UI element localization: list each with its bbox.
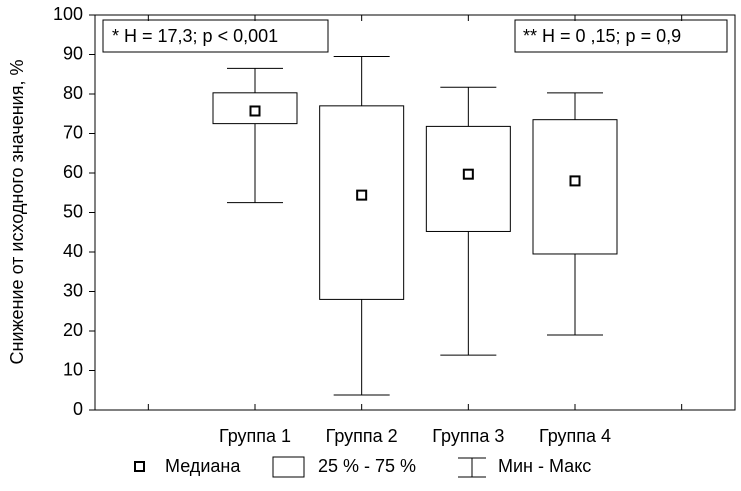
median-marker bbox=[569, 175, 581, 187]
x-tick-label: Группа 3 bbox=[432, 426, 504, 446]
plot-frame bbox=[94, 14, 736, 411]
y-tick-label: 100 bbox=[53, 4, 83, 24]
x-tick-label: Группа 2 bbox=[326, 426, 398, 446]
box bbox=[532, 119, 618, 255]
legend-whisker-icon bbox=[458, 457, 486, 478]
legend-label: 25 % - 75 % bbox=[318, 456, 416, 476]
y-tick-label: 10 bbox=[63, 359, 83, 379]
y-tick-label: 80 bbox=[63, 83, 83, 103]
y-tick-label: 0 bbox=[73, 399, 83, 419]
box bbox=[319, 105, 405, 300]
y-tick-label: 30 bbox=[63, 280, 83, 300]
y-tick-label: 50 bbox=[63, 201, 83, 221]
y-tick-label: 40 bbox=[63, 241, 83, 261]
annotation-box bbox=[102, 19, 329, 53]
x-tick-label: Группа 4 bbox=[539, 426, 611, 446]
x-tick-label: Группа 1 bbox=[219, 426, 291, 446]
y-tick-label: 20 bbox=[63, 320, 83, 340]
y-tick-label: 60 bbox=[63, 162, 83, 182]
annotation-box bbox=[514, 19, 728, 53]
median-marker bbox=[462, 168, 474, 180]
median-marker bbox=[249, 105, 261, 117]
median-marker bbox=[356, 189, 368, 201]
y-tick-label: 90 bbox=[63, 43, 83, 63]
legend-label: Мин - Макс bbox=[498, 456, 591, 476]
legend-box-icon bbox=[272, 456, 305, 478]
y-tick-label: 70 bbox=[63, 122, 83, 142]
annotation: ** H = 0 ,15; p = 0,9 bbox=[523, 26, 681, 46]
y-axis-label: Снижение от исходного значения, % bbox=[7, 60, 27, 365]
legend-median-icon bbox=[134, 461, 145, 472]
legend-label: Медиана bbox=[165, 456, 241, 476]
annotation: * H = 17,3; p < 0,001 bbox=[112, 26, 278, 46]
